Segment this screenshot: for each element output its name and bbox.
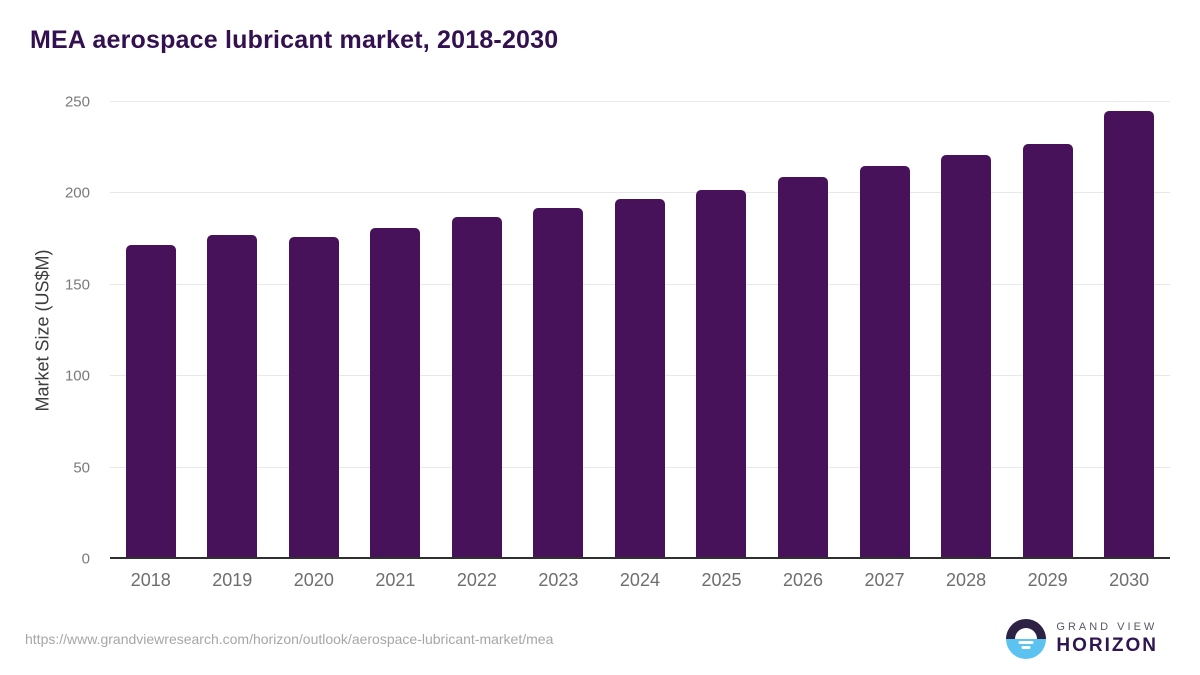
bar-slot-2020 xyxy=(273,102,355,559)
x-tick-label-2021: 2021 xyxy=(375,570,416,590)
sun-dome-shape xyxy=(1015,628,1038,639)
x-tick-label-2018: 2018 xyxy=(130,570,171,590)
bar-slot-2018 xyxy=(110,102,192,559)
plot-area xyxy=(110,101,1170,559)
bar-2021 xyxy=(370,228,421,559)
x-axis-line xyxy=(110,557,1170,559)
horizon-sun-icon xyxy=(1006,619,1047,659)
x-tick-label-2025: 2025 xyxy=(701,570,742,590)
y-tick-label-250: 250 xyxy=(64,93,90,111)
x-tick-label-2028: 2028 xyxy=(946,570,987,590)
logo-text-horizon: HORIZON xyxy=(1056,635,1158,656)
bar-slot-2029 xyxy=(1007,102,1089,559)
bar-slot-2023 xyxy=(518,102,600,559)
bar-slot-2024 xyxy=(599,102,681,559)
bar-2024 xyxy=(614,198,665,559)
bar-slot-2025 xyxy=(681,102,763,559)
x-tick-label-2020: 2020 xyxy=(293,570,334,590)
bar-2019 xyxy=(207,235,258,559)
bar-slot-2026 xyxy=(762,102,844,559)
bar-slot-2030 xyxy=(1088,102,1170,559)
y-tick-label-150: 150 xyxy=(64,276,90,294)
source-url: https://www.grandviewresearch.com/horizo… xyxy=(25,631,554,647)
x-tick-label-2030: 2030 xyxy=(1109,570,1150,590)
x-tick-label-2024: 2024 xyxy=(619,570,660,590)
y-tick-label-50: 50 xyxy=(73,459,90,477)
bar-2022 xyxy=(451,217,502,559)
y-axis-title: Market Size (US$M) xyxy=(33,249,53,412)
x-tick-label-2023: 2023 xyxy=(538,570,579,590)
bar-2030 xyxy=(1104,111,1155,559)
bar-series xyxy=(110,102,1170,559)
y-tick-label-100: 100 xyxy=(64,367,90,385)
x-tick-label-2019: 2019 xyxy=(212,570,253,590)
x-tick-label-2026: 2026 xyxy=(782,570,824,590)
bar-slot-2022 xyxy=(436,102,518,559)
bar-2025 xyxy=(696,189,747,559)
sun-reflection-line xyxy=(1021,646,1031,649)
grand-view-horizon-logo: GRAND VIEW HORIZON xyxy=(1006,619,1158,659)
bar-2027 xyxy=(859,165,910,559)
logo-text: GRAND VIEW HORIZON xyxy=(1056,621,1158,657)
y-axis: 0 50 100 150 200 250 xyxy=(55,94,100,568)
bar-2028 xyxy=(941,155,992,559)
chart-title: MEA aerospace lubricant market, 2018-203… xyxy=(30,26,559,54)
bar-2020 xyxy=(288,237,339,559)
x-tick-label-2029: 2029 xyxy=(1027,570,1068,590)
bar-2026 xyxy=(778,176,829,559)
bar-slot-2028 xyxy=(925,102,1007,559)
bar-slot-2027 xyxy=(844,102,926,559)
y-tick-label-200: 200 xyxy=(64,184,90,202)
gridline-200 xyxy=(110,192,1170,194)
bar-2029 xyxy=(1022,144,1073,559)
bar-slot-2021 xyxy=(355,102,437,559)
gridline-250 xyxy=(110,101,1170,102)
x-axis: 2018 2019 2020 2021 2022 2023 2024 2025 2026 2027… xyxy=(110,570,1170,591)
logo-text-grand-view: GRAND VIEW xyxy=(1056,621,1158,633)
y-tick-label-0: 0 xyxy=(81,550,90,568)
bar-2018 xyxy=(125,244,176,559)
sun-reflection-line xyxy=(1018,641,1034,644)
bar-slot-2019 xyxy=(192,102,274,559)
x-tick-label-2022: 2022 xyxy=(456,570,497,590)
x-tick-label-2027: 2027 xyxy=(864,570,905,590)
bar-2023 xyxy=(533,208,584,559)
